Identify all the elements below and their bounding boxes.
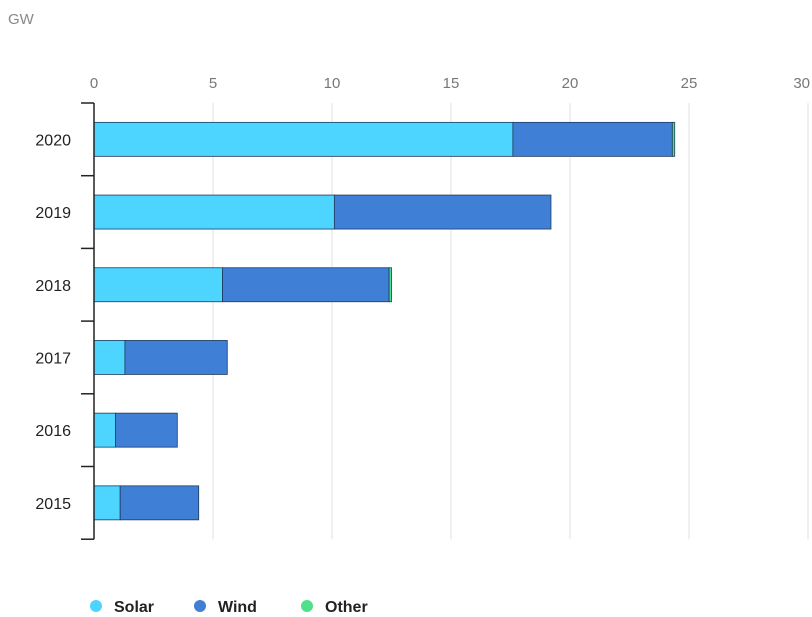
y-category-label: 2017 xyxy=(35,350,71,367)
bar-solar-2015 xyxy=(93,485,121,521)
y-category-label: 2016 xyxy=(35,423,71,440)
bar-solar-2017 xyxy=(93,340,126,375)
bar-solar-2016 xyxy=(93,412,116,448)
bar-solar-2018 xyxy=(93,267,223,303)
x-tick-label: 25 xyxy=(681,75,698,92)
x-tick-label: 10 xyxy=(324,75,341,92)
bar-wind-2017 xyxy=(124,340,228,375)
legend-label-other: Other xyxy=(325,599,368,616)
y-axis xyxy=(81,102,95,540)
y-category-label: 2018 xyxy=(35,278,71,295)
y-axis-labels: 2020 2019 2018 2017 2016 2015 xyxy=(35,132,71,512)
x-tick-label: 30 xyxy=(793,75,810,92)
bar-wind-2020 xyxy=(512,121,673,157)
y-category-label: 2020 xyxy=(35,132,71,149)
bar-other-2020 xyxy=(671,121,676,157)
x-tick-label: 5 xyxy=(209,75,217,92)
bar-wind-2019 xyxy=(333,194,552,230)
bar-wind-2015 xyxy=(119,485,200,521)
legend-swatch-wind xyxy=(194,600,206,612)
bar-solar-2019 xyxy=(93,194,335,230)
legend-label-wind: Wind xyxy=(218,599,257,616)
gridlines xyxy=(212,103,809,540)
legend-label-solar: Solar xyxy=(114,599,154,616)
bar-other-2018 xyxy=(388,267,392,303)
x-tick-label: 20 xyxy=(562,75,579,92)
unit-label: GW xyxy=(8,11,35,28)
bar-wind-2018 xyxy=(222,267,390,303)
legend-swatch-other xyxy=(301,600,313,612)
y-category-label: 2015 xyxy=(35,496,71,513)
legend: Solar Wind Other xyxy=(90,599,368,616)
x-axis-ticks: 0 5 10 15 20 25 30 xyxy=(90,75,810,92)
bar-wind-2016 xyxy=(115,412,178,448)
bar-solar-2020 xyxy=(93,121,514,157)
y-category-label: 2019 xyxy=(35,205,71,222)
bars xyxy=(93,121,676,521)
x-tick-label: 0 xyxy=(90,75,98,92)
x-tick-label: 15 xyxy=(443,75,460,92)
legend-swatch-solar xyxy=(90,600,102,612)
